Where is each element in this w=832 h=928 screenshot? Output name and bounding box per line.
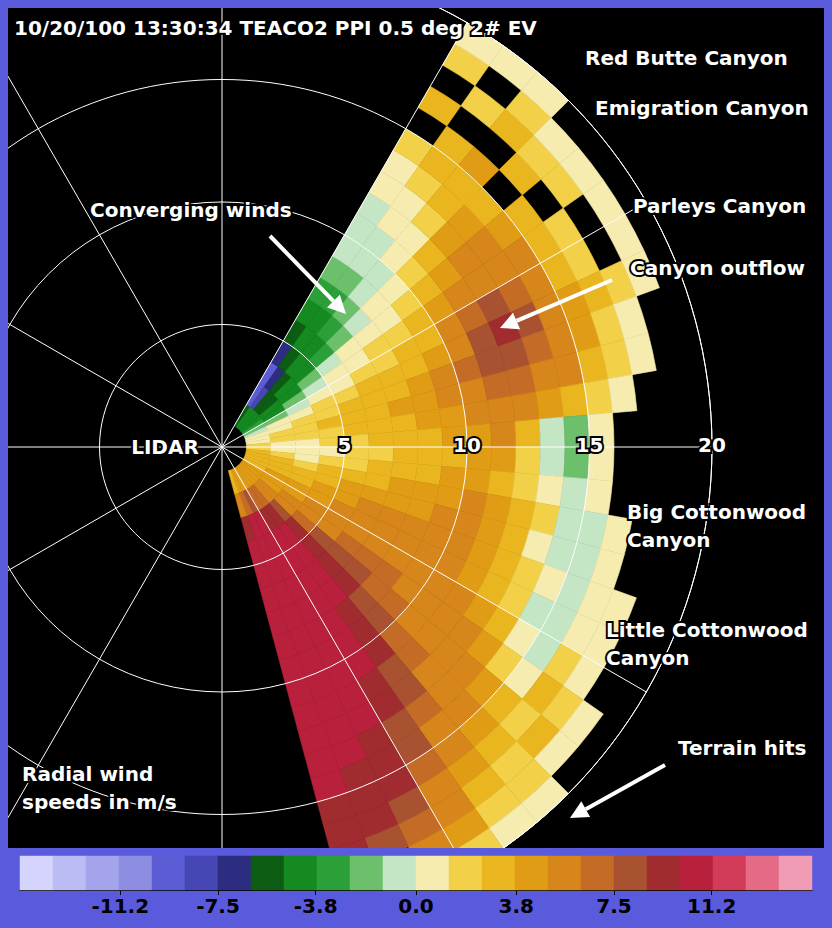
svg-text:-11.2: -11.2: [91, 894, 149, 918]
svg-text:Converging winds: Converging winds: [90, 198, 292, 222]
svg-text:11.2: 11.2: [687, 894, 736, 918]
svg-text:Canyon outflow: Canyon outflow: [630, 256, 805, 280]
svg-text:Big Cottonwood: Big Cottonwood: [627, 500, 806, 524]
svg-text:20: 20: [698, 433, 726, 457]
svg-text:Red Butte Canyon: Red Butte Canyon: [585, 46, 788, 70]
svg-text:10: 10: [453, 433, 481, 457]
svg-text:3.8: 3.8: [499, 894, 534, 918]
svg-text:7.5: 7.5: [596, 894, 631, 918]
svg-text:Terrain hits: Terrain hits: [678, 736, 806, 760]
svg-text:Radial wind: Radial wind: [22, 762, 153, 786]
svg-text:-7.5: -7.5: [196, 894, 240, 918]
svg-text:0.0: 0.0: [398, 894, 433, 918]
svg-text:LIDAR: LIDAR: [131, 435, 199, 459]
svg-text:10/20/100 13:30:34 TEACO2 PPI: 10/20/100 13:30:34 TEACO2 PPI 0.5 deg 2#…: [14, 16, 537, 40]
svg-text:Canyon: Canyon: [627, 528, 710, 552]
svg-text:-3.8: -3.8: [294, 894, 338, 918]
svg-text:Little Cottonwood: Little Cottonwood: [606, 618, 808, 642]
svg-text:Emigration Canyon: Emigration Canyon: [595, 96, 809, 120]
svg-text:Parleys Canyon: Parleys Canyon: [633, 194, 806, 218]
svg-text:5: 5: [338, 433, 352, 457]
svg-text:speeds in m/s: speeds in m/s: [22, 790, 177, 814]
svg-text:Canyon: Canyon: [606, 646, 689, 670]
svg-text:15: 15: [576, 433, 604, 457]
